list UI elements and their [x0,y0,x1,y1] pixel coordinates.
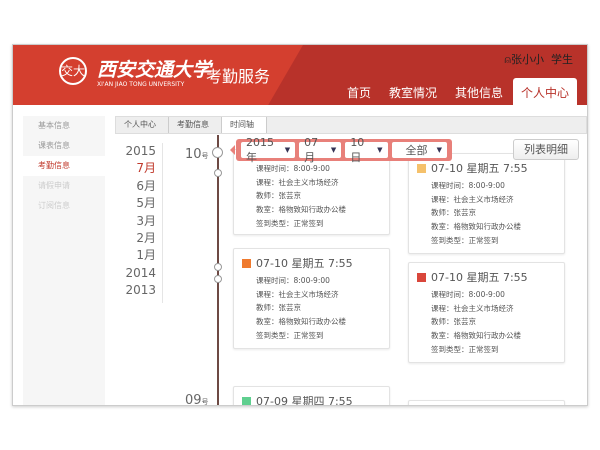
list-detail-button[interactable]: 列表明细 [513,139,579,160]
breadcrumb: 个人中心 考勤信息 时间轴 [115,116,587,134]
card-row: 教师：张芸京 [431,317,476,327]
month-select[interactable]: 07月 ▼ [299,136,342,164]
sidebar-item-leave[interactable]: 请假申请 [38,181,70,190]
card-title: 07-10 星期五 7:55 [431,162,528,175]
year-item[interactable]: 2015 [125,144,156,158]
attendance-type-icon [242,258,251,268]
attendance-card: 课程时间：8:00-9:00 课程：社会主义市场经济 教师：张芸京 教室：格物致… [233,149,390,235]
breadcrumb-timeline: 时间轴 [222,117,267,133]
card-title: 07-10 星期五 7:55 [256,257,353,270]
day-label: 10号 [185,147,209,162]
university-logo: 交大 [59,57,87,85]
chevron-down-icon: ▼ [284,146,291,154]
card-row: 课程：社会主义市场经济 [431,194,514,204]
attendance-card [408,400,565,405]
card-row: 教室：格物致知行政办公楼 [256,205,346,215]
app-window: 交大 西安交通大学 XI'AN JIAO TONG UNIVERSITY 考勤服… [12,44,588,406]
card-row: 课程时间：8:00-9:00 [431,290,505,299]
user-name: 张小小 [511,53,544,66]
card-row: 签到类型：正常签到 [431,235,499,245]
sidebar-item-schedule[interactable]: 课表信息 [38,141,70,150]
card-row: 教室：格物致知行政办公楼 [256,317,346,327]
nav-home[interactable]: 首页 [346,86,371,100]
chevron-down-icon: ▼ [377,146,383,154]
attendance-type-icon [242,396,251,405]
card-title: 07-10 星期五 7:55 [431,271,528,284]
nav-classroom[interactable]: 教室情况 [388,86,437,100]
type-select[interactable]: 全部 ▼ [391,142,447,158]
card-row: 课程：社会主义市场经济 [256,289,339,299]
month-item[interactable]: 1月 [136,248,156,263]
sidebar-item-attendance[interactable]: 考勤信息 [23,156,105,176]
attendance-type-icon [417,163,426,173]
month-item[interactable]: 3月 [136,213,156,228]
year-item[interactable]: 2014 [125,265,156,280]
card-row: 课程时间：8:00-9:00 [431,181,505,190]
card-row: 课程时间：8:00-9:00 [256,276,330,285]
year-select[interactable]: 2015年 ▼ [241,136,296,164]
month-item[interactable]: 6月 [136,178,156,193]
nav-personal[interactable]: 个人中心 [512,78,577,105]
chevron-down-icon: ▼ [436,146,442,154]
card-row: 教师：张芸京 [256,191,301,201]
year-month-nav: 2015 7月 6月 5月 3月 2月 1月 2014 2013 [115,143,163,303]
main-nav: 首页 教室情况 其他信息 个人中心 [339,78,577,105]
month-item[interactable]: 2月 [136,230,156,245]
day-select[interactable]: 10日 ▼ [345,136,388,164]
card-row: 课程：社会主义市场经济 [256,177,339,187]
school-name-en: XI'AN JIAO TONG UNIVERSITY [97,81,185,88]
year-item[interactable]: 2013 [125,283,156,298]
breadcrumb-attendance[interactable]: 考勤信息 [169,117,222,133]
day-label: 09号 [185,393,209,406]
user-role: 学生 [551,53,573,66]
school-name: 西安交通大学 [97,59,212,81]
attendance-card: 07-10 星期五 7:55 课程时间：8:00-9:00 课程：社会主义市场经… [233,248,390,350]
card-row: 签到类型：正常签到 [431,344,499,354]
attendance-card: 07-10 星期五 7:55 课程时间：8:00-9:00 课程：社会主义市场经… [408,262,565,364]
sidebar-item-basic[interactable]: 基本信息 [38,121,70,130]
breadcrumb-personal[interactable]: 个人中心 [116,117,169,133]
month-item[interactable]: 5月 [136,196,156,211]
timeline-node [214,275,222,283]
attendance-card: 07-10 星期五 7:55 课程时间：8:00-9:00 课程：社会主义市场经… [408,153,565,255]
service-title: 考勤服务 [206,67,271,86]
date-filter: 2015年 ▼ 07月 ▼ 10日 ▼ 全部 ▼ [230,136,452,164]
sidebar: 基本信息 课表信息 考勤信息 请假申请 订阅信息 [23,116,105,405]
attendance-card: 07-09 星期四 7:55 [233,386,390,406]
card-row: 签到类型：正常签到 [256,330,324,340]
timeline-node [214,263,222,271]
user-icon: ⍝ [504,53,511,66]
chevron-down-icon: ▼ [330,146,337,154]
sidebar-item-subscribe[interactable]: 订阅信息 [38,201,70,210]
card-row: 教室：格物致知行政办公楼 [431,222,521,232]
card-row: 教师：张芸京 [256,303,301,313]
card-row: 课程时间：8:00-9:00 [256,164,330,173]
card-row: 教室：格物致知行政办公楼 [431,331,521,341]
card-row: 课程：社会主义市场经济 [431,303,514,313]
timeline-node [214,169,222,177]
header: 交大 西安交通大学 XI'AN JIAO TONG UNIVERSITY 考勤服… [13,45,587,105]
card-row: 教师：张芸京 [431,208,476,218]
month-item[interactable]: 7月 [136,161,156,176]
timeline-node [212,147,223,158]
nav-other[interactable]: 其他信息 [454,86,503,100]
card-title: 07-09 星期四 7:55 [256,395,353,406]
attendance-type-icon [417,272,426,282]
card-row: 签到类型：正常签到 [256,218,324,228]
user-info[interactable]: ⍝张小小 学生 [504,51,573,67]
